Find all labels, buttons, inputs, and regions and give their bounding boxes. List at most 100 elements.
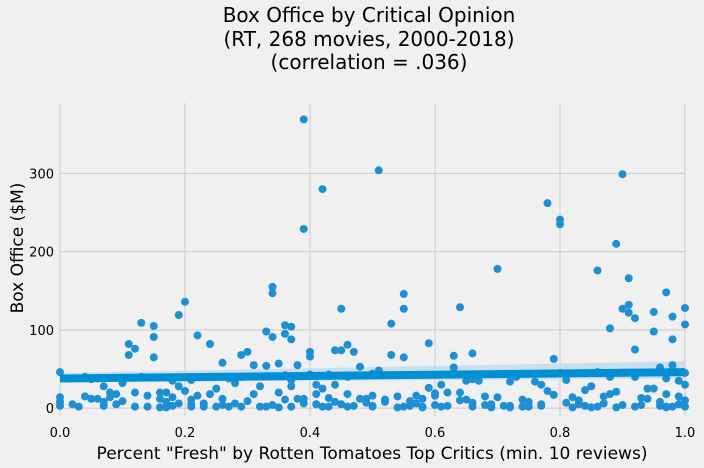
data-point bbox=[487, 403, 496, 412]
data-point bbox=[649, 327, 658, 336]
data-point bbox=[318, 185, 327, 194]
data-point bbox=[243, 347, 252, 356]
data-point bbox=[237, 350, 246, 359]
data-point bbox=[299, 115, 308, 124]
data-point bbox=[593, 402, 602, 411]
data-point bbox=[493, 393, 502, 402]
data-point bbox=[249, 390, 258, 399]
data-point bbox=[262, 361, 271, 370]
data-point bbox=[181, 297, 189, 306]
data-point bbox=[224, 402, 233, 411]
data-point bbox=[618, 304, 627, 313]
data-point bbox=[143, 391, 152, 400]
y-tick-label: 100 bbox=[29, 324, 54, 339]
data-point bbox=[387, 350, 396, 359]
data-point bbox=[537, 400, 546, 409]
data-point bbox=[106, 393, 114, 402]
data-point bbox=[337, 304, 346, 313]
data-point bbox=[668, 312, 677, 321]
data-point bbox=[506, 377, 514, 386]
data-point bbox=[649, 307, 658, 316]
data-point bbox=[381, 397, 389, 406]
data-point bbox=[518, 395, 527, 404]
data-point bbox=[456, 388, 464, 397]
data-point bbox=[437, 402, 446, 411]
data-point bbox=[556, 215, 564, 224]
data-point bbox=[587, 403, 596, 412]
data-point bbox=[531, 377, 539, 386]
data-point bbox=[468, 349, 477, 358]
data-point bbox=[156, 394, 164, 403]
x-tick-label: 1.0 bbox=[675, 426, 696, 441]
data-point bbox=[612, 387, 621, 396]
data-point bbox=[187, 400, 196, 409]
data-point bbox=[331, 397, 339, 406]
data-point bbox=[268, 401, 277, 410]
data-point bbox=[199, 402, 208, 411]
data-point bbox=[681, 304, 689, 313]
data-point bbox=[631, 402, 639, 411]
x-tick-label: 0.8 bbox=[550, 426, 571, 441]
x-tick-label: 0.4 bbox=[300, 426, 321, 441]
data-point bbox=[231, 399, 239, 408]
data-point bbox=[637, 401, 646, 410]
data-point bbox=[481, 401, 489, 410]
data-point bbox=[124, 350, 133, 359]
data-point bbox=[449, 363, 458, 372]
data-point bbox=[418, 403, 427, 412]
data-point bbox=[87, 394, 96, 403]
data-point bbox=[287, 335, 296, 344]
data-point bbox=[681, 396, 689, 405]
data-point bbox=[499, 401, 508, 410]
data-point bbox=[662, 288, 671, 297]
chart-title: Box Office by Critical Opinion (RT, 268 … bbox=[223, 3, 516, 74]
y-tick-label: 0 bbox=[46, 402, 54, 417]
data-point bbox=[574, 396, 583, 405]
data-point bbox=[112, 400, 121, 409]
data-point bbox=[274, 403, 283, 412]
data-point bbox=[681, 402, 689, 411]
data-point bbox=[462, 395, 471, 404]
data-point bbox=[231, 379, 239, 388]
x-tick-label: 0.0 bbox=[50, 426, 71, 441]
data-point bbox=[518, 402, 527, 411]
data-point bbox=[343, 340, 352, 349]
data-point bbox=[262, 402, 271, 411]
x-tick-label: 0.6 bbox=[425, 426, 446, 441]
data-point bbox=[137, 318, 146, 327]
data-point bbox=[612, 403, 621, 412]
data-point bbox=[237, 402, 246, 411]
data-point bbox=[656, 397, 664, 406]
data-point bbox=[349, 347, 358, 356]
data-point bbox=[287, 322, 296, 331]
regression-line bbox=[59, 368, 686, 383]
data-point bbox=[337, 346, 346, 355]
data-point bbox=[274, 359, 283, 368]
data-point bbox=[668, 402, 677, 411]
data-point bbox=[293, 361, 302, 370]
data-point bbox=[324, 394, 333, 403]
data-point bbox=[131, 388, 139, 397]
data-point bbox=[312, 390, 321, 399]
data-point bbox=[399, 353, 408, 362]
data-point bbox=[681, 320, 689, 329]
data-point bbox=[212, 402, 221, 411]
data-point bbox=[393, 392, 402, 401]
data-point bbox=[562, 376, 571, 385]
data-point bbox=[549, 390, 558, 399]
data-point bbox=[149, 332, 158, 341]
data-point bbox=[174, 382, 183, 391]
data-point bbox=[168, 393, 177, 402]
data-point bbox=[156, 403, 164, 412]
data-point bbox=[324, 402, 333, 411]
data-point bbox=[431, 401, 439, 410]
data-point bbox=[212, 384, 221, 393]
data-point bbox=[399, 289, 408, 298]
x-axis-label: Percent "Fresh" by Rotten Tomatoes Top C… bbox=[97, 444, 648, 464]
data-point bbox=[674, 400, 683, 409]
title-line-3: (correlation = .036) bbox=[271, 50, 468, 74]
data-point bbox=[218, 358, 227, 367]
data-point bbox=[562, 398, 571, 407]
data-point bbox=[287, 402, 296, 411]
